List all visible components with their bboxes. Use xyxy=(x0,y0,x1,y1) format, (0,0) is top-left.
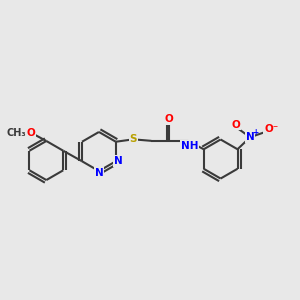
Text: S: S xyxy=(130,134,137,144)
Text: O: O xyxy=(165,114,174,124)
Text: O⁻: O⁻ xyxy=(264,124,278,134)
Text: O: O xyxy=(231,120,240,130)
Text: N: N xyxy=(94,167,103,178)
Text: O: O xyxy=(26,128,35,138)
Text: N: N xyxy=(114,156,122,166)
Text: +: + xyxy=(252,128,258,137)
Text: N: N xyxy=(246,132,254,142)
Text: CH₃: CH₃ xyxy=(7,128,26,138)
Text: NH: NH xyxy=(181,141,198,151)
